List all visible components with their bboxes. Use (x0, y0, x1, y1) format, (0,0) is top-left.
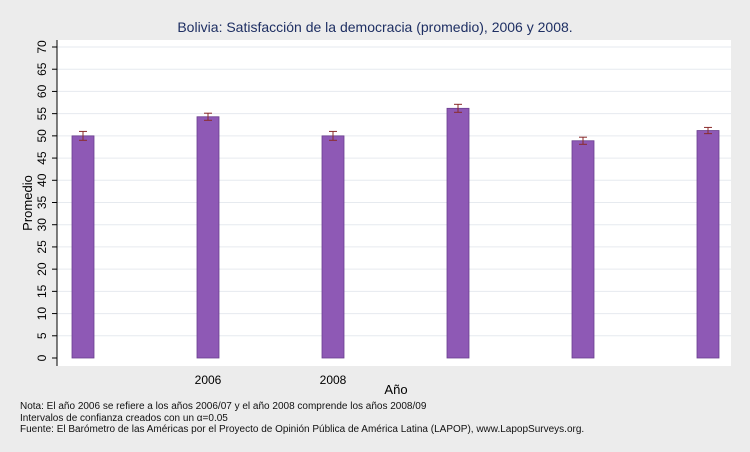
y-tick-label-70: 70 (35, 40, 49, 54)
chart-title: Bolivia: Satisfacción de la democracia (… (177, 19, 572, 35)
y-tick-label-60: 60 (35, 84, 49, 98)
x-axis-label: Año (384, 382, 407, 397)
y-tick-label-10: 10 (35, 307, 49, 321)
y-tick-label-20: 20 (35, 262, 49, 276)
bar-6 (696, 130, 720, 359)
error-bar-3 (329, 130, 337, 141)
y-tick-label-50: 50 (35, 129, 49, 143)
error-bar-2 (204, 112, 212, 121)
bar-4 (446, 107, 470, 359)
error-bar-6 (704, 126, 712, 135)
bars-layer (71, 107, 720, 359)
y-tick-label-45: 45 (35, 151, 49, 165)
y-tick-label-40: 40 (35, 173, 49, 187)
x-tick-label-2006: 2006 (195, 373, 222, 387)
bar-5 (571, 140, 595, 359)
x-tick-label-2008: 2008 (320, 373, 347, 387)
chart-notes: Nota: El año 2006 se refiere a los años … (20, 401, 584, 436)
note-confidence-interval: Intervalos de confianza creados con un α… (20, 412, 228, 424)
error-bar-4 (454, 103, 462, 113)
note-year-definition: Nota: El año 2006 se refiere a los años … (20, 401, 427, 412)
y-tick-label-0: 0 (35, 354, 49, 361)
y-tick-label-65: 65 (35, 62, 49, 76)
y-axis-ticks: 0 5 10 15 20 25 30 35 40 45 50 55 60 65 70 (35, 40, 57, 361)
bar-2 (196, 116, 220, 359)
x-axis-ticks: 2006 2008 (195, 373, 347, 387)
bar-1 (71, 135, 95, 359)
errorbar-layer (79, 103, 712, 145)
y-tick-label-35: 35 (35, 196, 49, 210)
grid-layer (57, 46, 731, 337)
y-tick-label-25: 25 (35, 240, 49, 254)
note-source: Fuente: El Barómetro de las Américas por… (20, 424, 585, 435)
y-axis-label: Promedio (20, 175, 35, 231)
y-tick-label-55: 55 (35, 107, 49, 121)
y-tick-label-30: 30 (35, 218, 49, 232)
bar-3 (321, 135, 345, 359)
y-tick-label-15: 15 (35, 284, 49, 298)
y-tick-label-5: 5 (35, 332, 49, 339)
error-bar-1 (79, 130, 87, 141)
error-bar-5 (579, 136, 587, 145)
